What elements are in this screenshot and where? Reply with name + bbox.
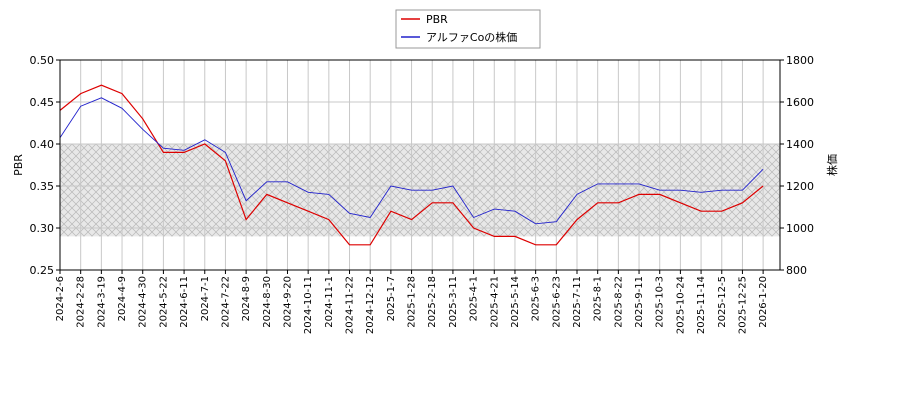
plot-frame <box>59 59 781 271</box>
y2-tick-label: 1800 <box>786 54 814 67</box>
y-axis-label: PBR <box>12 154 25 176</box>
x-tick-label: 2024-6-11 <box>179 276 190 328</box>
x-tick-label: 2025-4-1 <box>469 276 480 321</box>
x-tick-label: 2024-12-12 <box>365 276 376 334</box>
x-tick-label: 2025-9-11 <box>634 276 645 328</box>
x-tick-label: 2024-4-30 <box>138 276 149 328</box>
y-tick-label: 0.30 <box>30 222 55 235</box>
y-tick-label: 0.25 <box>30 264 55 277</box>
x-tick-label: 2024-11-22 <box>345 276 356 334</box>
legend-box <box>395 9 541 49</box>
legend: PBR アルファCoの株価 <box>395 9 541 49</box>
legend-label: アルファCoの株価 <box>426 30 517 44</box>
legend-label: PBR <box>426 13 448 26</box>
x-tick-label: 2025-8-1 <box>593 276 604 321</box>
x-tick-label: 2025-11-14 <box>696 276 707 334</box>
y2-tick-label: 1600 <box>786 96 814 109</box>
x-tick-label: 2024-2-28 <box>76 276 87 328</box>
x-tick-label: 2025-2-18 <box>427 276 438 328</box>
y-tick-label: 0.40 <box>30 138 55 151</box>
x-tick-label: 2025-6-23 <box>551 276 562 328</box>
x-tick-label: 2025-1-7 <box>386 276 397 321</box>
y-tick-label: 0.50 <box>30 54 55 67</box>
x-tick-label: 2026-1-20 <box>758 276 769 328</box>
x-tick-label: 2025-10-24 <box>675 276 686 334</box>
x-tick-label: 2025-12-25 <box>737 276 748 334</box>
y2-tick-label: 1000 <box>786 222 814 235</box>
x-tick-label: 2024-8-9 <box>241 276 252 321</box>
x-tick-label: 2024-4-9 <box>117 276 128 321</box>
x-tick-label: 2024-10-11 <box>303 276 314 334</box>
y2-tick-label: 1400 <box>786 138 814 151</box>
series-line <box>59 84 764 246</box>
x-tick-label: 2025-8-22 <box>613 276 624 328</box>
x-tick-label: 2025-1-28 <box>407 276 418 328</box>
y2-tick-label: 800 <box>786 264 807 277</box>
series-line <box>59 97 764 225</box>
y2-axis-label: 株価 <box>825 154 839 176</box>
x-tick-label: 2024-3-19 <box>96 276 107 328</box>
x-tick-label: 2025-6-3 <box>531 276 542 321</box>
x-tick-label: 2025-7-11 <box>572 276 583 328</box>
x-tick-label: 2024-5-22 <box>158 276 169 328</box>
x-tick-label: 2025-10-3 <box>655 276 666 328</box>
x-tick-label: 2025-4-21 <box>489 276 500 328</box>
y2-tick-label: 1200 <box>786 180 814 193</box>
x-tick-label: 2025-5-14 <box>510 276 521 328</box>
x-tick-label: 2024-9-20 <box>282 276 293 328</box>
y-tick-label: 0.35 <box>30 180 55 193</box>
x-tick-label: 2025-12-5 <box>717 276 728 328</box>
x-tick-label: 2024-11-1 <box>324 276 335 328</box>
x-tick-label: 2024-8-30 <box>262 276 273 328</box>
x-tick-label: 2024-7-22 <box>220 276 231 328</box>
x-tick-label: 2024-7-1 <box>200 276 211 321</box>
y-tick-label: 0.45 <box>30 96 55 109</box>
x-tick-label: 2024-2-6 <box>55 276 66 321</box>
x-tick-label: 2025-3-11 <box>448 276 459 328</box>
